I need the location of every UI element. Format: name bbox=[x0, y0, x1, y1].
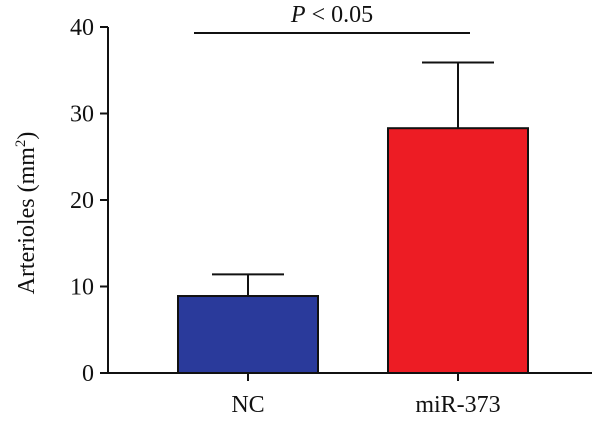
y-tick-label: 10 bbox=[70, 275, 94, 301]
significance-annotation: P < 0.05 bbox=[194, 2, 470, 34]
x-tick-label: miR-373 bbox=[415, 392, 500, 418]
x-tick-label: NC bbox=[231, 392, 264, 418]
y-tick-label: 0 bbox=[82, 361, 94, 387]
y-tick-label: 20 bbox=[70, 188, 94, 214]
y-axis-title: Arterioles (mm2) bbox=[13, 132, 40, 295]
y-tick-label: 40 bbox=[70, 15, 94, 41]
y-tick-labels: 0 10 20 30 40 bbox=[70, 15, 94, 387]
y-tick-label: 30 bbox=[70, 102, 94, 128]
significance-label: P < 0.05 bbox=[290, 2, 373, 28]
bar-mir-373 bbox=[387, 127, 529, 374]
bars bbox=[177, 127, 529, 375]
x-tick-labels: NC miR-373 bbox=[231, 392, 500, 418]
bar-nc bbox=[177, 295, 319, 375]
error-bars bbox=[212, 61, 494, 297]
